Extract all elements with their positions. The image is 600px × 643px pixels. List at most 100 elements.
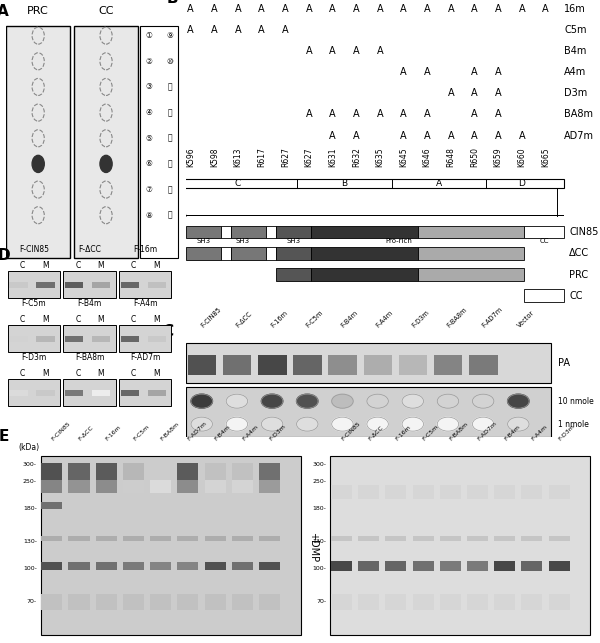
Text: C: C	[235, 179, 241, 188]
Text: F-AD7m: F-AD7m	[187, 420, 208, 441]
Text: CIN85: CIN85	[569, 227, 598, 237]
Bar	[418, 248, 524, 260]
Bar	[64, 271, 116, 298]
Bar	[259, 593, 280, 610]
Text: A: A	[187, 25, 194, 35]
Text: SH3: SH3	[287, 238, 301, 244]
Bar	[331, 561, 352, 571]
Text: A: A	[329, 131, 336, 141]
Text: (kDa): (kDa)	[19, 443, 40, 452]
Text: F-16m: F-16m	[133, 244, 157, 253]
Text: A: A	[353, 46, 359, 56]
Text: M: M	[154, 261, 160, 270]
Bar	[92, 336, 110, 342]
Text: A: A	[282, 4, 289, 14]
Text: F-16m: F-16m	[395, 424, 412, 441]
Bar	[524, 226, 565, 239]
Bar	[221, 248, 231, 260]
Bar	[385, 536, 406, 541]
Circle shape	[402, 394, 424, 408]
Circle shape	[472, 417, 494, 431]
Bar	[65, 390, 83, 396]
Bar	[331, 485, 352, 499]
Text: F-A4m: F-A4m	[133, 298, 157, 307]
Bar	[178, 593, 199, 610]
Text: A: A	[448, 131, 454, 141]
Text: A: A	[471, 109, 478, 120]
Bar	[231, 248, 266, 260]
Text: PA: PA	[558, 358, 570, 368]
Text: M: M	[154, 369, 160, 378]
Bar	[232, 536, 253, 541]
Text: +DMP: +DMP	[308, 532, 318, 562]
Text: F-C5m: F-C5m	[22, 298, 46, 307]
Bar	[467, 536, 488, 541]
Circle shape	[226, 394, 248, 408]
Bar	[328, 356, 357, 375]
Text: A: A	[424, 67, 431, 77]
Text: F-A4m: F-A4m	[531, 424, 548, 441]
Bar	[385, 593, 406, 610]
Circle shape	[296, 394, 318, 408]
Bar	[548, 485, 569, 499]
Bar	[68, 593, 89, 610]
Bar	[178, 536, 199, 541]
Text: ΔCC: ΔCC	[569, 248, 589, 258]
Bar	[266, 248, 276, 260]
Text: F-16m: F-16m	[105, 424, 122, 441]
Bar	[148, 336, 166, 342]
Bar	[123, 562, 144, 570]
Bar	[64, 379, 116, 406]
Bar	[96, 593, 117, 610]
Bar	[41, 457, 301, 635]
Text: SH3: SH3	[236, 238, 250, 244]
Text: K596: K596	[186, 147, 195, 167]
Text: ⑥: ⑥	[145, 159, 152, 168]
Bar	[186, 387, 551, 437]
Circle shape	[472, 394, 494, 408]
Text: A: A	[424, 4, 431, 14]
Text: F-AD7m: F-AD7m	[130, 352, 160, 361]
Bar	[232, 464, 253, 482]
Bar	[440, 561, 461, 571]
Bar	[8, 325, 60, 352]
Text: K645: K645	[399, 147, 408, 167]
Text: ⑫: ⑫	[167, 108, 172, 117]
Bar	[123, 464, 144, 482]
Bar	[440, 593, 461, 610]
Text: K631: K631	[328, 148, 337, 167]
Bar	[311, 226, 418, 239]
Text: F-A4m: F-A4m	[241, 424, 259, 441]
Text: K598: K598	[210, 148, 219, 167]
Text: F-ΔCC: F-ΔCC	[235, 311, 253, 329]
Text: F-B4m: F-B4m	[503, 424, 521, 441]
Bar	[399, 356, 427, 375]
Bar	[181, 179, 565, 188]
FancyBboxPatch shape	[140, 26, 178, 258]
Text: CC: CC	[539, 238, 549, 244]
Text: M: M	[98, 261, 104, 270]
Text: BA8m: BA8m	[565, 109, 593, 120]
Bar	[68, 536, 89, 541]
Text: F-BA8m: F-BA8m	[160, 421, 180, 441]
Text: ⑧: ⑧	[145, 211, 152, 220]
Bar	[364, 356, 392, 375]
Text: K627: K627	[304, 148, 313, 167]
Text: A: A	[518, 131, 525, 141]
Text: 130-: 130-	[313, 539, 326, 544]
Text: C5m: C5m	[565, 25, 587, 35]
Bar	[188, 356, 216, 375]
Text: F-D3m: F-D3m	[558, 423, 576, 441]
Text: A: A	[400, 67, 407, 77]
Bar	[150, 464, 171, 482]
Text: A: A	[377, 4, 383, 14]
Text: ⑮: ⑮	[167, 185, 172, 194]
Circle shape	[332, 417, 353, 431]
Bar	[92, 282, 110, 288]
Bar	[467, 561, 488, 571]
Text: C: C	[131, 315, 136, 324]
Text: A: A	[259, 4, 265, 14]
Text: A: A	[0, 4, 9, 19]
Text: M: M	[98, 315, 104, 324]
Text: PRC: PRC	[28, 6, 49, 16]
